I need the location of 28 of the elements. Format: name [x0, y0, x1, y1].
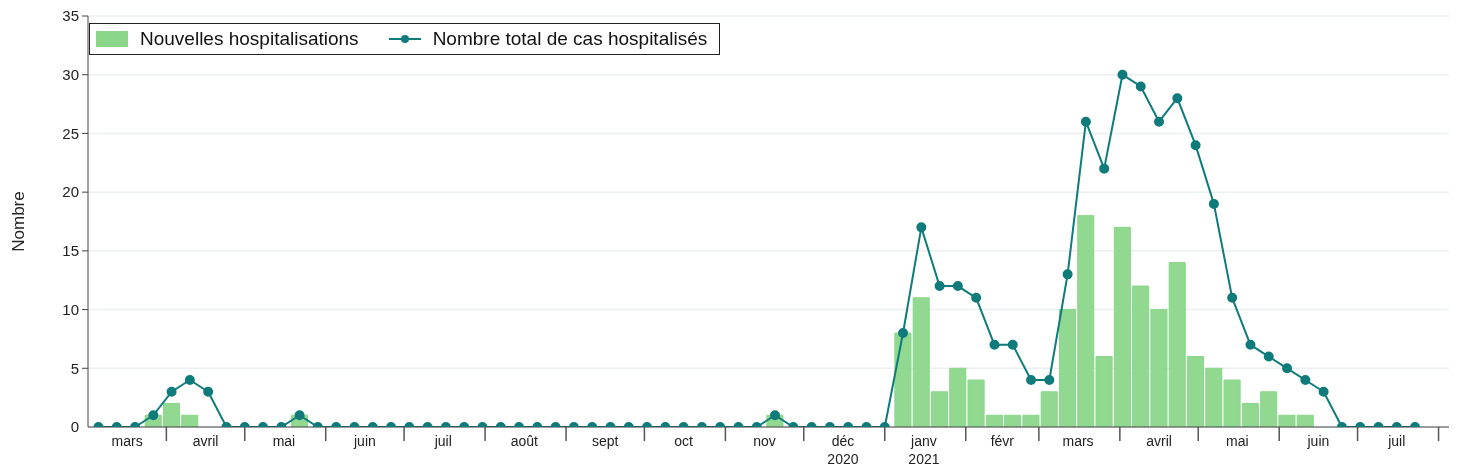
x-tick-label: avril	[192, 432, 219, 449]
y-tick-label: 30	[62, 65, 79, 83]
x-tick-label: mai	[272, 432, 296, 449]
x-tick-label: avril	[1146, 432, 1172, 449]
x-tick-label: févr	[990, 432, 1015, 449]
y-axis-title: Nombre	[9, 191, 29, 252]
x-tick-label: janv 2021	[908, 432, 940, 468]
x-tick-label: mai	[1226, 432, 1249, 449]
x-tick-label: mars	[1062, 432, 1094, 449]
x-tick-label: oct	[674, 432, 694, 449]
x-tick-label: juil	[433, 432, 452, 449]
y-tick-label: 0	[70, 418, 79, 436]
legend-label: Nouvelles hospitalisations	[140, 28, 359, 50]
x-tick-label: mars	[111, 432, 143, 449]
y-tick-label: 15	[62, 242, 79, 260]
x-tick-label: août	[510, 432, 538, 449]
legend-label: Nombre total de cas hospitalisés	[432, 28, 708, 50]
y-tick-label: 10	[62, 300, 79, 318]
y-tick-label: 20	[62, 183, 79, 201]
x-tick-label: juin	[1306, 432, 1330, 449]
x-tick-label: juil	[1387, 432, 1406, 449]
y-tick-label: 35	[62, 7, 79, 25]
x-tick-label: juin	[353, 432, 376, 449]
x-tick-label: déc 2020	[827, 432, 859, 468]
x-tick-label: nov	[753, 432, 776, 449]
y-tick-label: 5	[70, 359, 79, 377]
x-tick-label: sept	[592, 432, 619, 449]
y-tick-label: 25	[62, 124, 79, 142]
